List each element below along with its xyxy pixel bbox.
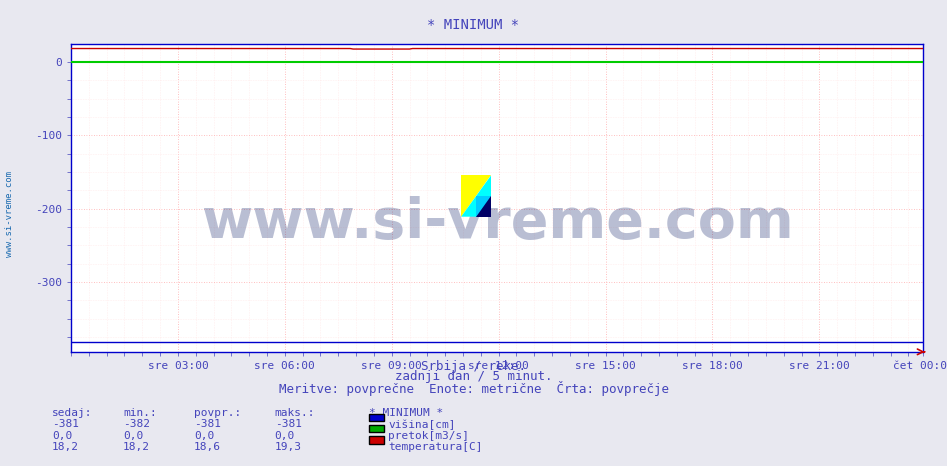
- Text: www.si-vreme.com: www.si-vreme.com: [5, 171, 14, 257]
- Text: višina[cm]: višina[cm]: [388, 419, 456, 430]
- Text: povpr.:: povpr.:: [194, 408, 241, 418]
- Text: 18,2: 18,2: [123, 442, 151, 452]
- Text: maks.:: maks.:: [275, 408, 315, 418]
- Text: * MINIMUM *: * MINIMUM *: [369, 408, 443, 418]
- Text: 18,6: 18,6: [194, 442, 222, 452]
- Text: zadnji dan / 5 minut.: zadnji dan / 5 minut.: [395, 370, 552, 384]
- Text: -381: -381: [194, 419, 222, 429]
- Text: min.:: min.:: [123, 408, 157, 418]
- Text: * MINIMUM *: * MINIMUM *: [427, 18, 520, 32]
- Text: Meritve: povprečne  Enote: metrične  Črta: povprečje: Meritve: povprečne Enote: metrične Črta:…: [278, 381, 669, 396]
- Text: -381: -381: [52, 419, 80, 429]
- Text: Srbija / reke.: Srbija / reke.: [421, 360, 526, 373]
- Text: 0,0: 0,0: [52, 431, 72, 440]
- Polygon shape: [476, 196, 491, 217]
- Polygon shape: [461, 175, 491, 217]
- Text: 0,0: 0,0: [275, 431, 295, 440]
- Text: pretok[m3/s]: pretok[m3/s]: [388, 431, 470, 440]
- Text: -382: -382: [123, 419, 151, 429]
- Polygon shape: [461, 175, 491, 217]
- Bar: [476, 196, 491, 217]
- Text: 18,2: 18,2: [52, 442, 80, 452]
- Text: sedaj:: sedaj:: [52, 408, 93, 418]
- Text: www.si-vreme.com: www.si-vreme.com: [201, 196, 794, 250]
- Text: 19,3: 19,3: [275, 442, 302, 452]
- Text: 0,0: 0,0: [194, 431, 214, 440]
- Text: -381: -381: [275, 419, 302, 429]
- Text: 0,0: 0,0: [123, 431, 143, 440]
- Text: temperatura[C]: temperatura[C]: [388, 442, 483, 452]
